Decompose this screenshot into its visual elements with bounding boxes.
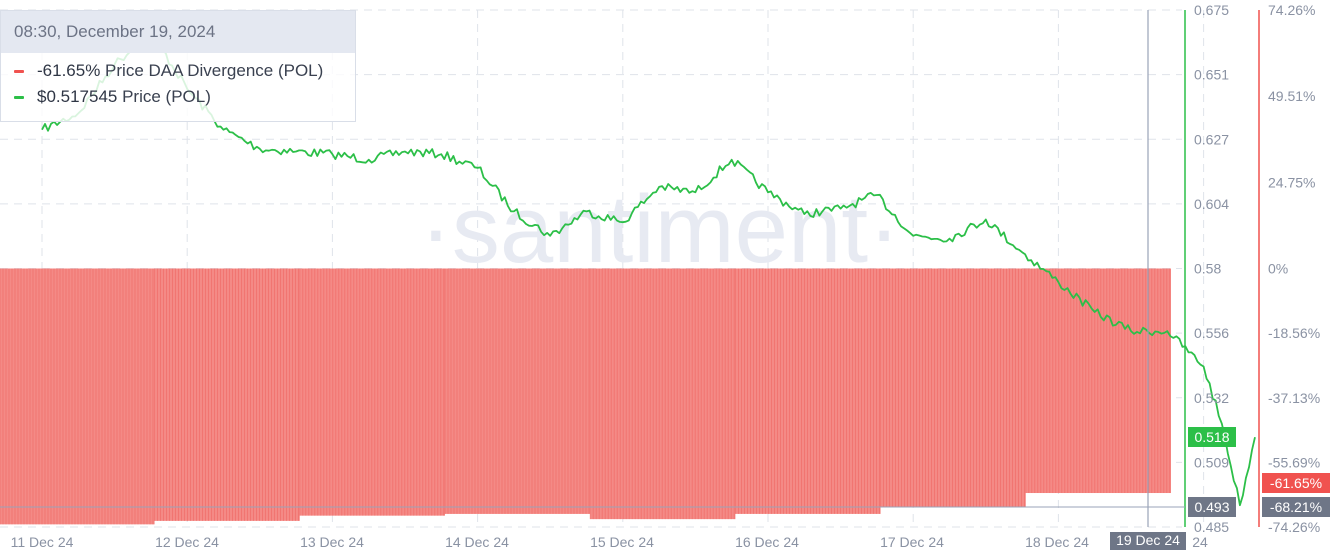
divergence-crosshair-badge-bg <box>1262 497 1330 517</box>
price-axis-tick-label: 0.604 <box>1194 196 1229 212</box>
divergence-bar <box>1025 268 1171 494</box>
price-axis-tick-label: 0.627 <box>1194 131 1229 147</box>
divergence-bar-hatch <box>880 268 1025 507</box>
tooltip-row-price: $0.517545 Price (POL) <box>1 84 355 110</box>
price-line <box>41 30 1256 507</box>
price-axis-tick-label: 0.675 <box>1194 2 1229 18</box>
price-crosshair-badge: 0.493 <box>1194 499 1229 515</box>
price-axis-tick-label: 0.58 <box>1194 261 1221 277</box>
value-badges: 0.518 0.493 -61.65% -68.21% 19 Dec 24 <box>1110 427 1330 550</box>
price-axis-tick-label: 0.485 <box>1194 519 1229 535</box>
divergence-bar <box>735 268 881 514</box>
price-value: $0.517545 <box>37 87 123 106</box>
divergence-bar <box>154 268 300 521</box>
divergence-current-badge-bg <box>1262 473 1330 493</box>
divergence-bar <box>0 268 155 525</box>
tooltip-row-divergence: -61.65% Price DAA Divergence (POL) <box>1 58 355 84</box>
x-axis-tick-label: 15 Dec 24 <box>590 534 654 550</box>
divergence-bar-hatch <box>1025 268 1171 494</box>
divergence-bar <box>880 268 1026 507</box>
divergence-bar <box>299 268 445 516</box>
price-crosshair-badge-bg <box>1188 497 1236 517</box>
divergence-bar-hatch <box>589 268 735 520</box>
price-line-group <box>41 30 1256 507</box>
price-current-badge-bg <box>1188 427 1236 447</box>
divergence-bars <box>0 268 1171 525</box>
divergence-bar-hatch <box>0 268 154 525</box>
divergence-bar-hatch <box>444 268 590 514</box>
divergence-value: -61.65% <box>37 61 106 80</box>
axes: 0.675 0.651 0.627 0.604 0.58 0.556 0.532 0.509 0… <box>11 2 1321 550</box>
divergence-bar-hatch <box>154 268 300 521</box>
date-crosshair-badge-bg <box>1110 532 1186 550</box>
divergence-bar <box>445 268 591 514</box>
crosshair <box>0 10 1185 527</box>
price-axis-tick-label: 0.556 <box>1194 325 1229 341</box>
santiment-watermark: ·santiment· <box>420 176 900 283</box>
x-axis-tick-label: 17 Dec 24 <box>880 534 944 550</box>
divergence-axis-tick-label: -18.56% <box>1268 325 1320 341</box>
price-legend-marker <box>14 96 24 99</box>
divergence-axis-tick-label: 24.75% <box>1268 174 1315 190</box>
divergence-bar <box>590 268 736 520</box>
date-crosshair-badge: 19 Dec 24 <box>1116 532 1180 548</box>
x-axis-tick-label: 11 Dec 24 <box>11 534 74 550</box>
divergence-axis-tick-label: 74.26% <box>1268 2 1315 18</box>
price-axis-tick-label: 0.651 <box>1194 67 1229 83</box>
x-axis-tick-label: 18 Dec 24 <box>1025 534 1089 550</box>
x-axis-tick-label: 12 Dec 24 <box>155 534 219 550</box>
divergence-crosshair-badge: -68.21% <box>1270 499 1322 515</box>
price-axis-tick-label: 0.509 <box>1194 454 1229 470</box>
divergence-axis-tick-label: -74.26% <box>1268 519 1320 535</box>
divergence-bar-hatch <box>299 268 445 516</box>
price-axis-tick-label: 0.532 <box>1194 390 1229 406</box>
divergence-axis-tick-label: 49.51% <box>1268 88 1315 104</box>
divergence-axis-tick-label: -37.13% <box>1268 390 1320 406</box>
divergence-legend-marker <box>14 70 24 73</box>
divergence-axis-tick-label: -55.69% <box>1268 454 1320 470</box>
divergence-current-badge: -61.65% <box>1270 475 1322 491</box>
divergence-bar-hatch <box>735 268 880 514</box>
price-label: Price (POL) <box>122 87 211 106</box>
divergence-axis-tick-label: 0% <box>1268 261 1288 277</box>
price-current-badge: 0.518 <box>1194 429 1229 445</box>
x-axis-tick-label: 13 Dec 24 <box>300 534 364 550</box>
x-axis-tick-label: 24 <box>1192 534 1208 550</box>
tooltip-panel: 08:30, December 19, 2024 -61.65% Price D… <box>0 10 356 122</box>
tooltip-timestamp: 08:30, December 19, 2024 <box>1 11 355 53</box>
x-axis-tick-label: 16 Dec 24 <box>735 534 799 550</box>
divergence-label: Price DAA Divergence (POL) <box>105 61 324 80</box>
x-axis-tick-label: 14 Dec 24 <box>445 534 509 550</box>
